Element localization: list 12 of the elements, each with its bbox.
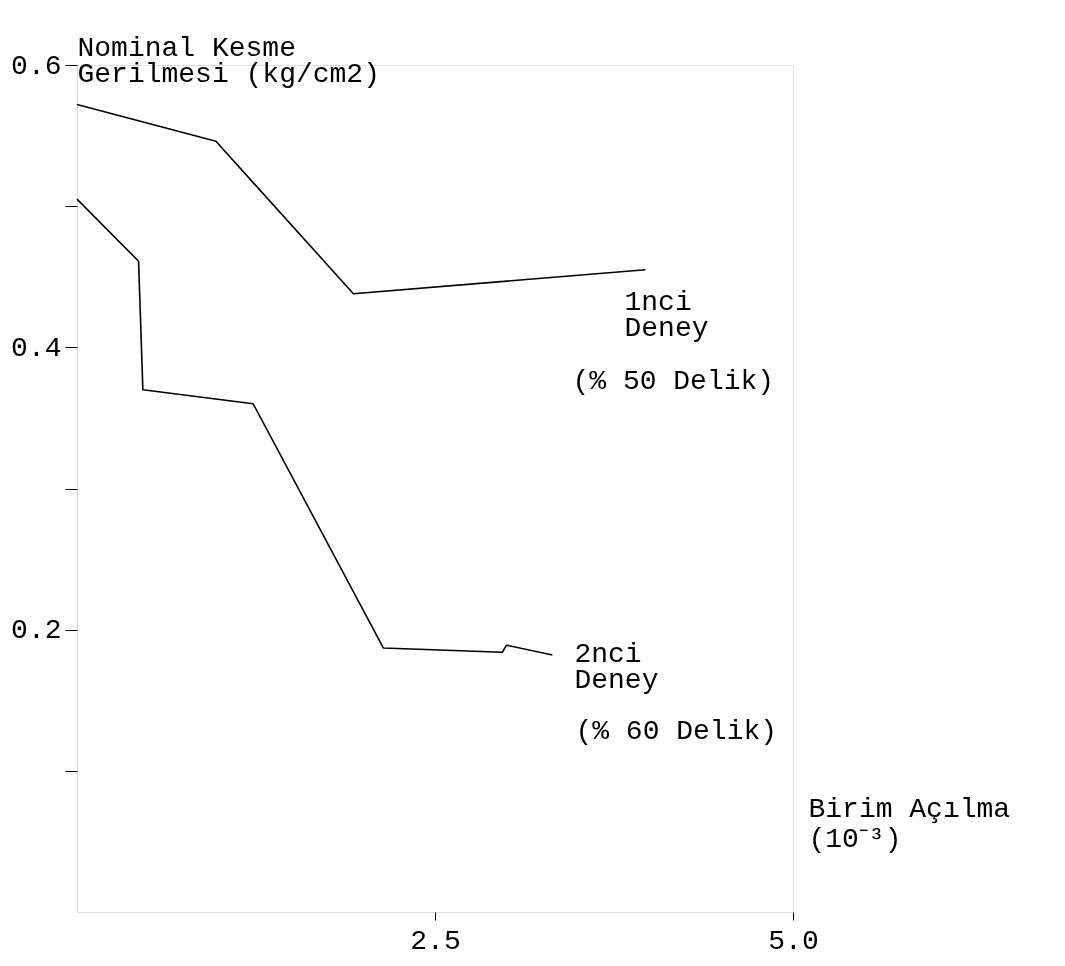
y-tick-label: 0.6 (11, 50, 62, 82)
x-axis-title: Birim Açılma (10⁻³) (808, 793, 1011, 855)
y-tick-label: 0.2 (11, 615, 62, 647)
annotation: (% 60 Delik) (575, 716, 778, 748)
y-axis-title: Nominal Kesme Gerilmesi (kg/cm2) (77, 32, 380, 90)
x-tick-label: 2.5 (410, 925, 461, 957)
annotation: (% 50 Delik) (572, 365, 775, 397)
series-label: 2nci Deney (574, 639, 659, 697)
series-label: 1nci Deney (624, 286, 709, 344)
line-series (76, 198, 554, 656)
y-tick-label: 0.4 (11, 332, 62, 364)
x-tick-label: 5.0 (768, 925, 819, 957)
